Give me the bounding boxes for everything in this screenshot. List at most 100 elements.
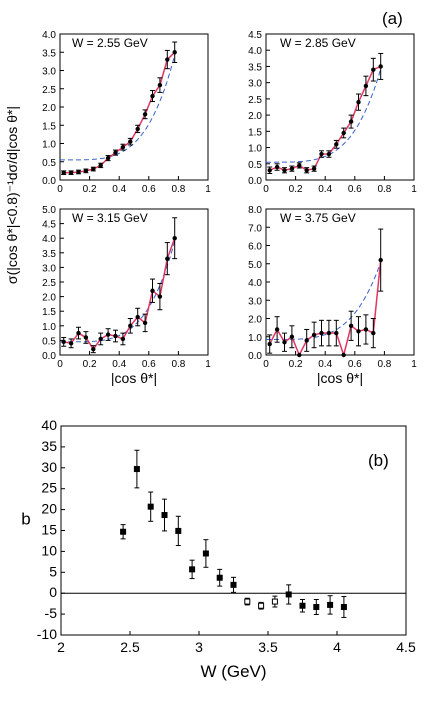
x-axis-title: W (GeV) [200,662,266,681]
data-point [128,323,133,328]
data-point [202,550,209,557]
data-point [216,574,223,581]
data-point [76,330,81,336]
y-tick-label: 2.5 [42,278,56,289]
fit-curve-red [63,238,176,350]
x-tick-label: 3.5 [258,639,278,655]
data-point [91,166,96,172]
data-point [61,339,66,345]
y-tick-label: 40 [41,417,57,433]
data-point [311,332,317,338]
y-tick-label: 20 [41,501,57,517]
y-tick-label: -10 [37,626,57,642]
data-point [83,168,89,174]
x-tick-label: 0.2 [289,184,303,195]
data-point [120,336,126,342]
x-tick-label: 0.2 [83,359,97,370]
data-point [68,341,74,346]
x-tick-label: 1 [411,184,417,195]
y-tick-label: 5.0 [248,260,262,271]
x-tick-label: 0.4 [112,184,126,195]
data-point [105,155,111,161]
chart-panel-w315: 0 0.2 0.4 0.6 0.8 1 0.0 0.5 1.0 1.5 2.0 2.5 3.0 3.5 4.… [42,205,211,386]
figure-label-a: (a) [382,9,403,28]
data-point [83,335,89,340]
x-tick-label: 0.8 [377,184,391,195]
figure-label-b: (b) [368,451,389,470]
w-value-label: W = 2.55 GeV [72,36,148,50]
y-tick-label: 0.0 [42,351,56,362]
data-point [61,170,66,175]
y-tick-label: 1.0 [42,322,56,333]
data-point [356,99,361,105]
x-tick-label: 2 [57,639,65,655]
w-value-label: W = 3.75 GeV [280,211,356,225]
x-tick-label: 0.4 [318,359,332,370]
y-tick-label: 4.0 [248,46,262,57]
x-tick-label: 0.6 [348,184,362,195]
fit-curve-red [269,260,382,357]
y-tick-label: 5 [49,563,57,579]
x-tick-label: 0.8 [171,184,185,195]
x-tick-label: 0.6 [348,359,362,370]
data-point [98,163,103,168]
data-point [326,151,332,157]
chart-panel-w255: 0 0.2 0.4 0.6 0.8 1 0.0 0.5 1.0 1.5 2.0 2.5 3.0 3.5 4.… [42,30,211,195]
data-point [282,340,287,345]
x-tick-label: 0.4 [112,359,126,370]
plot-frame [59,208,209,356]
x-tick-label: 4 [333,639,341,655]
data-point [313,603,320,610]
data-point-open [258,602,265,609]
y-tick-label: 4.0 [42,234,56,245]
data-point [289,166,295,171]
y-tick-label: 3.5 [42,249,56,260]
y-tick-label: 10 [41,542,57,558]
y-tick-label: 3.0 [42,67,56,78]
x-tick-label: 0.6 [142,359,156,370]
data-point [311,166,317,171]
y-tick-label: 1.0 [248,333,262,344]
data-point [147,503,154,510]
y-tick-label: 2.5 [42,85,56,96]
data-point [230,581,237,588]
y-tick-label: 0.0 [42,176,56,187]
chart-panel-b-vs-w: 2 2.5 3 3.5 4 4.5 -10 -5 0 5 10 15 20 25 30 35 40 W (GeV)… [21,417,416,681]
y-tick-label: 2.0 [42,103,56,114]
data-point [105,332,111,337]
chart-panel-w285: 0 0.2 0.4 0.6 0.8 1 0.0 0.5 1.0 1.5 2.0 2.5 3.0 3.5 4.… [248,30,417,195]
plot-frame [265,33,415,181]
data-point [128,139,133,144]
y-tick-label: 30 [41,459,57,475]
x-tick-label: 1 [205,184,211,195]
y-tick-label: 25 [41,480,57,496]
y-tick-label: 2.5 [248,95,262,106]
data-point [326,330,332,336]
y-tick-label: 3.0 [248,296,262,307]
x-tick-label: 0.6 [142,184,156,195]
plot-frame [265,208,415,356]
data-point [189,566,196,573]
w-value-label: W = 3.15 GeV [72,211,148,225]
data-point [297,352,302,358]
x-tick-label: 0.2 [83,184,97,195]
y-tick-label: 4.0 [42,30,56,41]
data-point [304,338,309,343]
y-tick-label: 15 [41,522,57,538]
data-point [267,341,272,347]
data-point [157,294,163,299]
y-tick-label: 1.5 [42,121,56,132]
data-point [98,336,103,342]
y-tick-label: 35 [41,438,57,454]
data-point [113,150,118,155]
y-tick-label: 3.0 [248,79,262,90]
data-point [120,528,127,535]
dashed-model-curve [60,238,176,343]
y-tick-label: 0 [49,584,57,600]
y-tick-label: 3.0 [42,263,56,274]
y-tick-label: 4.5 [248,30,262,41]
y-tick-label: 4.0 [248,278,262,289]
data-point [68,170,74,175]
data-point [378,257,383,263]
